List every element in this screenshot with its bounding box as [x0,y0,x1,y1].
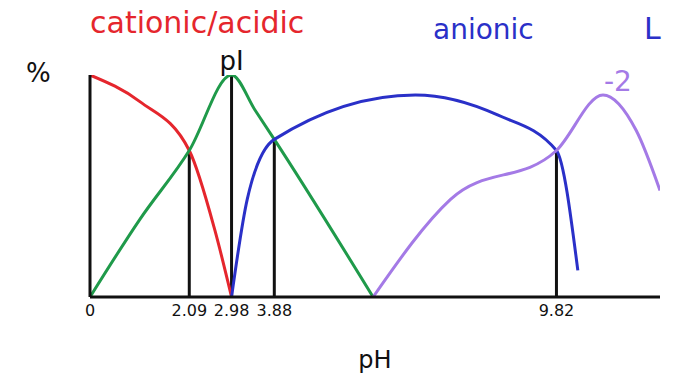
svg-text:0: 0 [85,301,95,320]
svg-text:2.98: 2.98 [214,301,250,320]
html-text:-2: -2 [604,65,632,98]
html-text:anionic: anionic [433,13,534,46]
svg-text:9.82: 9.82 [539,301,575,320]
html-text:cationic/acidic: cationic/acidic [90,5,305,40]
svg-text:3.88: 3.88 [256,301,292,320]
svg-text:pI: pI [219,46,243,76]
svg-text:pH: pH [358,346,391,374]
html-text:L: L [644,11,661,46]
svg-text:2.09: 2.09 [171,301,207,320]
